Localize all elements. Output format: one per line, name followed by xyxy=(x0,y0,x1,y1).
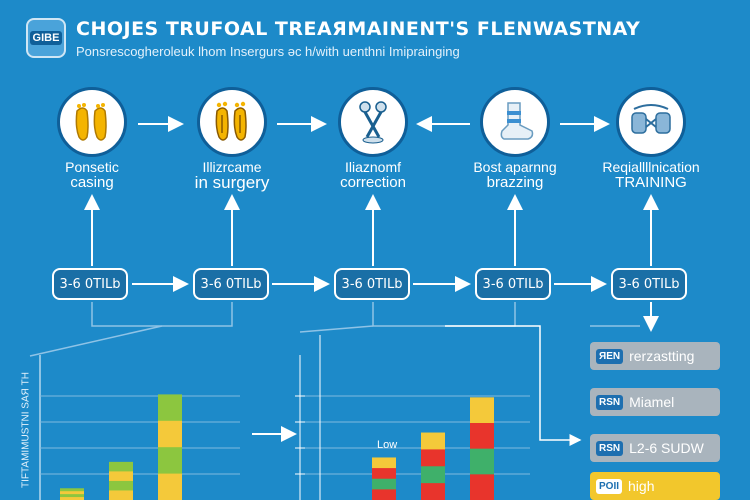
legend-item: ЯEN rerzastting xyxy=(590,342,720,370)
chart-bar xyxy=(109,480,133,491)
stage-label-training: Reqiallllnication TRAINING xyxy=(602,159,700,191)
foot-surgery-icon xyxy=(197,87,267,157)
legend-tag: RSN xyxy=(596,440,624,456)
chart-y-axis-label: TIFTAMIMUSTNI SAЯ TH xyxy=(20,372,32,488)
chart-bar xyxy=(60,494,84,498)
foot-cast-icon xyxy=(57,87,127,157)
legend-text: rerzastting xyxy=(629,348,695,364)
chart-bar xyxy=(158,394,182,422)
chart-bar xyxy=(470,448,494,475)
legend-text: L2-6 SUDW xyxy=(629,440,704,456)
chart-bar xyxy=(60,488,84,492)
duration-pill-4: 3-6 0TILb xyxy=(475,268,551,300)
page-subtitle: Ponsrescogheroleuk lhom Insergurs ǝc h/w… xyxy=(76,44,460,59)
page-title: CHOJES TRUFOAL TREAЯMAINENT'S FLENWASTNA… xyxy=(76,18,641,40)
chart-bar xyxy=(372,457,396,469)
legend-tag: ЯEN xyxy=(596,348,624,364)
foot-brace-icon xyxy=(480,87,550,157)
chart-bar xyxy=(372,478,396,490)
logo: GIBE xyxy=(26,18,66,58)
stage-label-surgery: Illizrcame in surgery xyxy=(194,159,270,192)
chart-bar xyxy=(109,471,133,482)
chart-bar xyxy=(470,474,494,500)
chart-bar xyxy=(60,497,84,500)
arrow-to-legend xyxy=(445,325,582,446)
chart-bar xyxy=(421,483,445,500)
brace-correction-icon xyxy=(338,87,408,157)
chart-bar xyxy=(372,489,396,500)
legend-item: RSN Miamel xyxy=(590,388,720,416)
chart-bar xyxy=(470,397,494,424)
duration-pill-2: 3-6 0TILb xyxy=(193,268,269,300)
chart-bar xyxy=(109,490,133,500)
logo-text: GIBE xyxy=(29,31,63,45)
chart-bar xyxy=(421,432,445,450)
legend-text: high xyxy=(628,478,655,494)
duration-pill-3: 3-6 0TILb xyxy=(334,268,410,300)
chart-bar xyxy=(158,473,182,500)
legend-item: RSN L2-6 SUDW xyxy=(590,434,720,462)
stage-label-correction: Iliaznomf correction xyxy=(340,159,406,191)
legend-text: Miamel xyxy=(629,394,675,410)
duration-pill-5: 3-6 0TILb xyxy=(611,268,687,300)
legend-item-highlight: POII high xyxy=(590,472,720,500)
chart-bar xyxy=(109,461,133,472)
chart-annotation: Low xyxy=(377,439,398,451)
stage-label-casting: Ponsetic casing xyxy=(65,159,119,191)
chart-bar xyxy=(158,420,182,448)
training-brace-icon xyxy=(616,87,686,157)
chart-bar xyxy=(421,449,445,467)
legend-tag: POII xyxy=(596,478,623,494)
chart-bar xyxy=(470,423,494,450)
chart-bar xyxy=(60,491,84,495)
legend-tag: RSN xyxy=(596,394,624,410)
stage-label-bracing: Bost aparnng brazzing xyxy=(473,159,557,191)
chart-bar xyxy=(372,468,396,480)
duration-pill-1: 3-6 0TILb xyxy=(52,268,128,300)
chart-bar xyxy=(421,466,445,484)
chart-bar xyxy=(158,447,182,475)
